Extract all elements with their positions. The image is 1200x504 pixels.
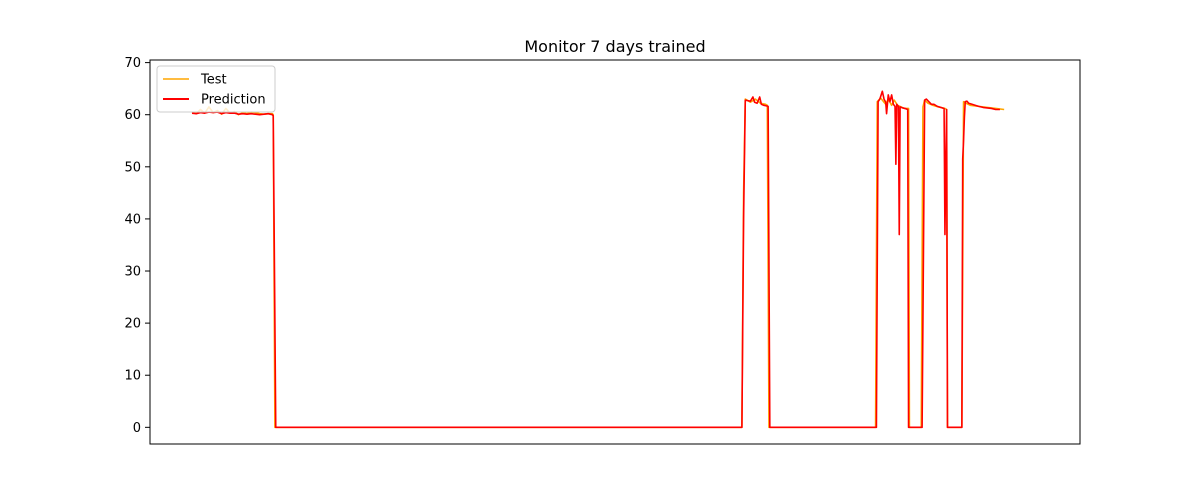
series-line-prediction — [191, 90, 1000, 429]
axes-frame — [149, 59, 1081, 445]
y-tick-label: 60 — [124, 108, 141, 123]
y-tick-label: 10 — [124, 369, 141, 384]
legend-label-test: Test — [200, 73, 227, 88]
y-tick-label: 20 — [124, 317, 141, 332]
y-tick-label: 50 — [124, 160, 141, 175]
y-tick-label: 70 — [124, 56, 141, 71]
legend-box — [156, 65, 276, 113]
y-tick-label: 40 — [124, 212, 141, 227]
y-axis: 0 10 20 30 40 50 60 70 — [124, 56, 150, 436]
y-tick-label: 0 — [133, 421, 141, 436]
legend: Test Prediction — [156, 65, 276, 113]
chart-title: Monitor 7 days trained — [524, 37, 705, 56]
y-tick-label: 30 — [124, 265, 141, 280]
legend-label-prediction: Prediction — [201, 93, 266, 108]
